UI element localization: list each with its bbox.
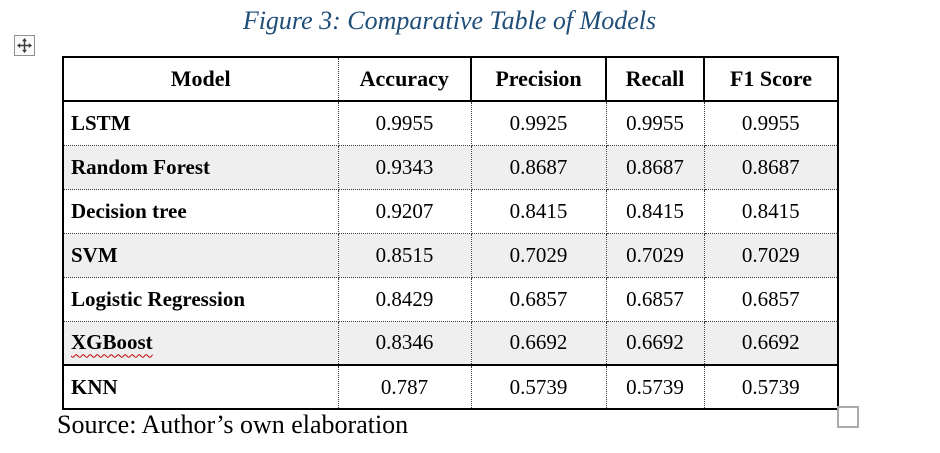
table-row: SVM 0.8515 0.7029 0.7029 0.7029 [63,233,838,278]
col-header-precision[interactable]: Precision [471,57,607,102]
cell-model[interactable]: SVM [63,233,339,278]
table-row: Logistic Regression 0.8429 0.6857 0.6857… [63,277,838,322]
cell-recall[interactable]: 0.8687 [606,145,705,190]
model-label: Random Forest [71,154,211,179]
cell-recall[interactable]: 0.9955 [606,101,705,146]
cell-model[interactable]: KNN [63,364,339,409]
cell-model[interactable]: Logistic Regression [63,277,339,322]
model-label: Decision tree [71,198,187,223]
col-header-recall[interactable]: Recall [606,57,705,102]
model-label: Logistic Regression [71,286,246,311]
col-header-accuracy[interactable]: Accuracy [338,57,472,102]
table-row: KNN 0.787 0.5739 0.5739 0.5739 [63,364,838,409]
cell-precision[interactable]: 0.5739 [471,364,607,409]
cell-precision[interactable]: 0.9925 [471,101,607,146]
table-row: Decision tree 0.9207 0.8415 0.8415 0.841… [63,189,838,234]
table-move-handle[interactable] [14,35,35,56]
cell-model[interactable]: Random Forest [63,145,339,190]
cell-model[interactable]: LSTM [63,101,339,146]
model-label: KNN [71,374,118,399]
cell-accuracy[interactable]: 0.8346 [338,321,472,366]
cell-precision[interactable]: 0.6857 [471,277,607,322]
move-cross-icon [17,38,32,53]
cell-precision[interactable]: 0.6692 [471,321,607,366]
table-row: LSTM 0.9955 0.9925 0.9955 0.9955 [63,101,838,146]
models-comparison-table: Model Accuracy Precision Recall F1 Score… [62,56,839,410]
cell-precision[interactable]: 0.7029 [471,233,607,278]
col-header-f1[interactable]: F1 Score [704,57,838,102]
cell-accuracy[interactable]: 0.9207 [338,189,472,234]
cell-precision[interactable]: 0.8415 [471,189,607,234]
cell-model[interactable]: XGBoost [63,321,339,366]
header-row: Model Accuracy Precision Recall F1 Score [63,57,838,102]
figure-caption[interactable]: Figure 3: Comparative Table of Models [242,6,657,35]
model-label-misspelled: XGBoost [71,330,153,355]
cell-recall[interactable]: 0.6692 [606,321,705,366]
cell-recall[interactable]: 0.6857 [606,277,705,322]
table-row: Random Forest 0.9343 0.8687 0.8687 0.868… [63,145,838,190]
cell-f1[interactable]: 0.8687 [704,145,838,190]
cell-f1[interactable]: 0.9955 [704,101,838,146]
cell-accuracy[interactable]: 0.8429 [338,277,472,322]
cell-model[interactable]: Decision tree [63,189,339,234]
cell-recall[interactable]: 0.5739 [606,364,705,409]
model-label: LSTM [71,110,131,135]
cell-f1[interactable]: 0.8415 [704,189,838,234]
model-label: SVM [71,242,118,267]
cell-precision[interactable]: 0.8687 [471,145,607,190]
cell-accuracy[interactable]: 0.787 [338,364,472,409]
cell-recall[interactable]: 0.7029 [606,233,705,278]
cell-f1[interactable]: 0.6857 [704,277,838,322]
cell-accuracy[interactable]: 0.8515 [338,233,472,278]
cell-f1[interactable]: 0.5739 [704,364,838,409]
cell-accuracy[interactable]: 0.9955 [338,101,472,146]
source-note[interactable]: Source: Author’s own elaboration [57,410,409,439]
cell-recall[interactable]: 0.8415 [606,189,705,234]
col-header-model[interactable]: Model [63,57,339,102]
cell-accuracy[interactable]: 0.9343 [338,145,472,190]
table-resize-handle[interactable] [837,406,859,428]
cell-f1[interactable]: 0.7029 [704,233,838,278]
table-row: XGBoost 0.8346 0.6692 0.6692 0.6692 [63,321,838,366]
cell-f1[interactable]: 0.6692 [704,321,838,366]
